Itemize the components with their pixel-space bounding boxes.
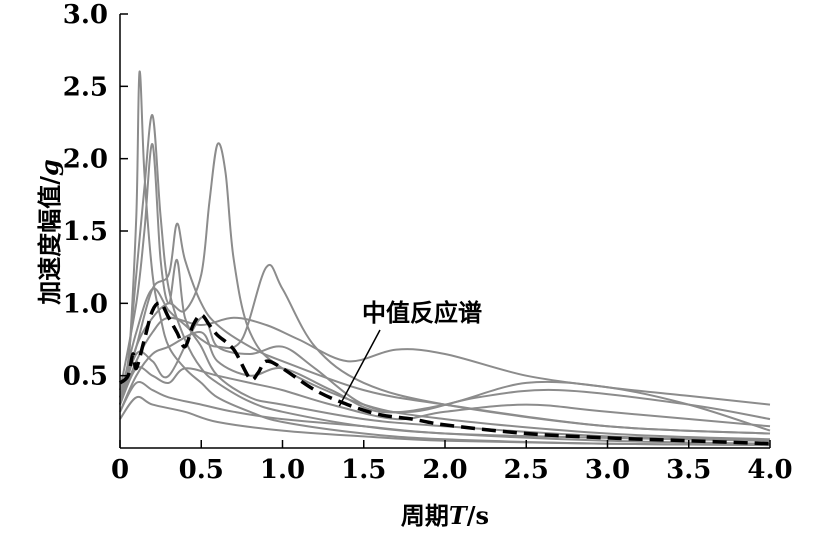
x-tick-label: 2.0 [422,455,467,485]
x-tick-label: 3.5 [666,455,711,485]
y-tick-label: 2.0 [63,145,108,175]
y-tick-label: 1.5 [63,217,108,247]
record-spectrum-line-7 [119,222,771,435]
y-tick-label: 2.5 [63,72,108,102]
record-spectrum-line-8 [119,331,771,432]
x-axis-title-main: 周期 [401,501,449,530]
x-tick-label: 0 [111,455,129,485]
y-axis-title: 加速度幅值/g [35,159,64,305]
annotation-label: 中值反应谱 [362,299,482,327]
x-tick-label: 2.5 [504,455,549,485]
record-spectrum-line-12 [119,395,771,447]
axes-layer: 0 0.5 1.0 1.5 2.0 2.5 3.0 3.5 4.0 0.5 1.0 1.5 2.0 2.5… [63,0,793,485]
x-tick-label: 0.5 [179,455,224,485]
y-axis-title-unit: g [35,159,64,176]
y-tick-label: 3.0 [63,0,108,30]
x-tick-label: 1.5 [341,455,386,485]
record-spectrum-line-10 [119,366,771,428]
record-spectrum-line-1 [119,70,771,447]
x-axis-title-var: T [449,501,469,530]
x-tick-label: 4.0 [747,455,792,485]
record-spectrum-line-3 [119,142,771,441]
y-axis-title-main: 加速度幅值/ [35,176,64,305]
annotation-arrow [338,329,381,407]
record-spectrum-line-9 [119,316,771,421]
y-tick-label: 0.5 [63,362,108,392]
x-axis-title: 周期T/s [401,501,489,530]
x-axis-title-unit: /s [467,501,489,530]
x-tick-label: 1.0 [260,455,305,485]
median-spectrum-line [118,301,771,446]
x-tick-label: 3.0 [585,455,630,485]
annotation-layer: 中值反应谱 [338,299,482,407]
y-tick-label: 1.0 [63,289,108,319]
series-layer [118,70,771,447]
